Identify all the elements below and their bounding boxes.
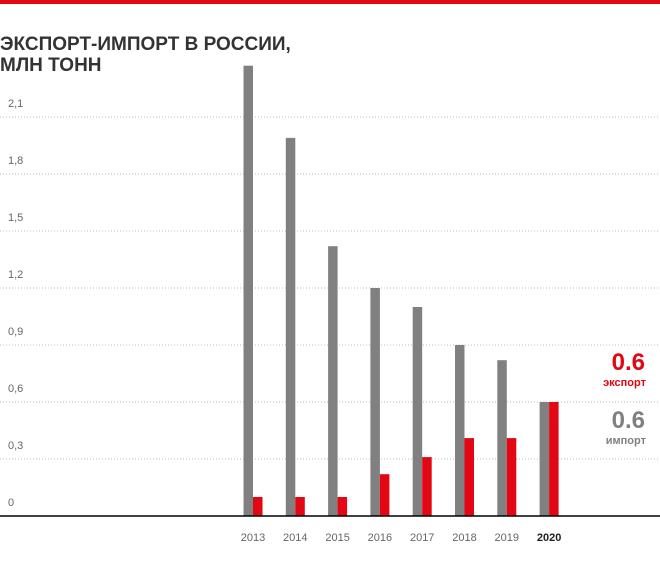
bar (464, 438, 474, 516)
x-tick-label: 2019 (495, 532, 519, 544)
bar (422, 457, 432, 516)
y-tick-label: 0 (8, 497, 14, 509)
y-tick-label: 2,1 (8, 98, 23, 110)
value-label: 0.6 (612, 349, 645, 376)
x-tick-label: 2018 (452, 532, 476, 544)
bar (455, 345, 465, 516)
legend-label: экспорт (603, 377, 646, 389)
legend-label: импорт (606, 435, 647, 447)
bar (497, 360, 507, 516)
x-tick-label: 2016 (368, 532, 392, 544)
chart-title: ЭКСПОРТ-ИМПОРТ В РОССИИ, (0, 34, 291, 55)
chart-title: МЛН ТОНН (0, 55, 102, 76)
y-tick-label: 1,8 (8, 155, 23, 167)
value-label: 0.6 (612, 407, 645, 434)
x-tick-label: 2017 (410, 532, 434, 544)
bar (328, 246, 338, 516)
y-tick-label: 0,6 (8, 383, 23, 395)
y-tick-label: 1,2 (8, 269, 23, 281)
bar (295, 497, 305, 516)
bar (253, 497, 263, 516)
bar (549, 402, 559, 516)
y-tick-label: 0,9 (8, 326, 23, 338)
x-tick-label: 2013 (241, 532, 265, 544)
bar (506, 438, 517, 516)
y-tick-label: 0,3 (8, 440, 23, 452)
x-tick-label: 2020 (537, 532, 561, 544)
top-stripe (0, 0, 660, 4)
bar (379, 474, 390, 516)
bar (337, 497, 348, 516)
bar (539, 402, 550, 516)
bar (285, 137, 296, 516)
bar (243, 65, 253, 516)
x-tick-label: 2014 (283, 532, 307, 544)
bar (370, 288, 380, 516)
x-tick-label: 2015 (325, 532, 349, 544)
bar (412, 307, 423, 516)
y-tick-label: 1,5 (8, 212, 23, 224)
